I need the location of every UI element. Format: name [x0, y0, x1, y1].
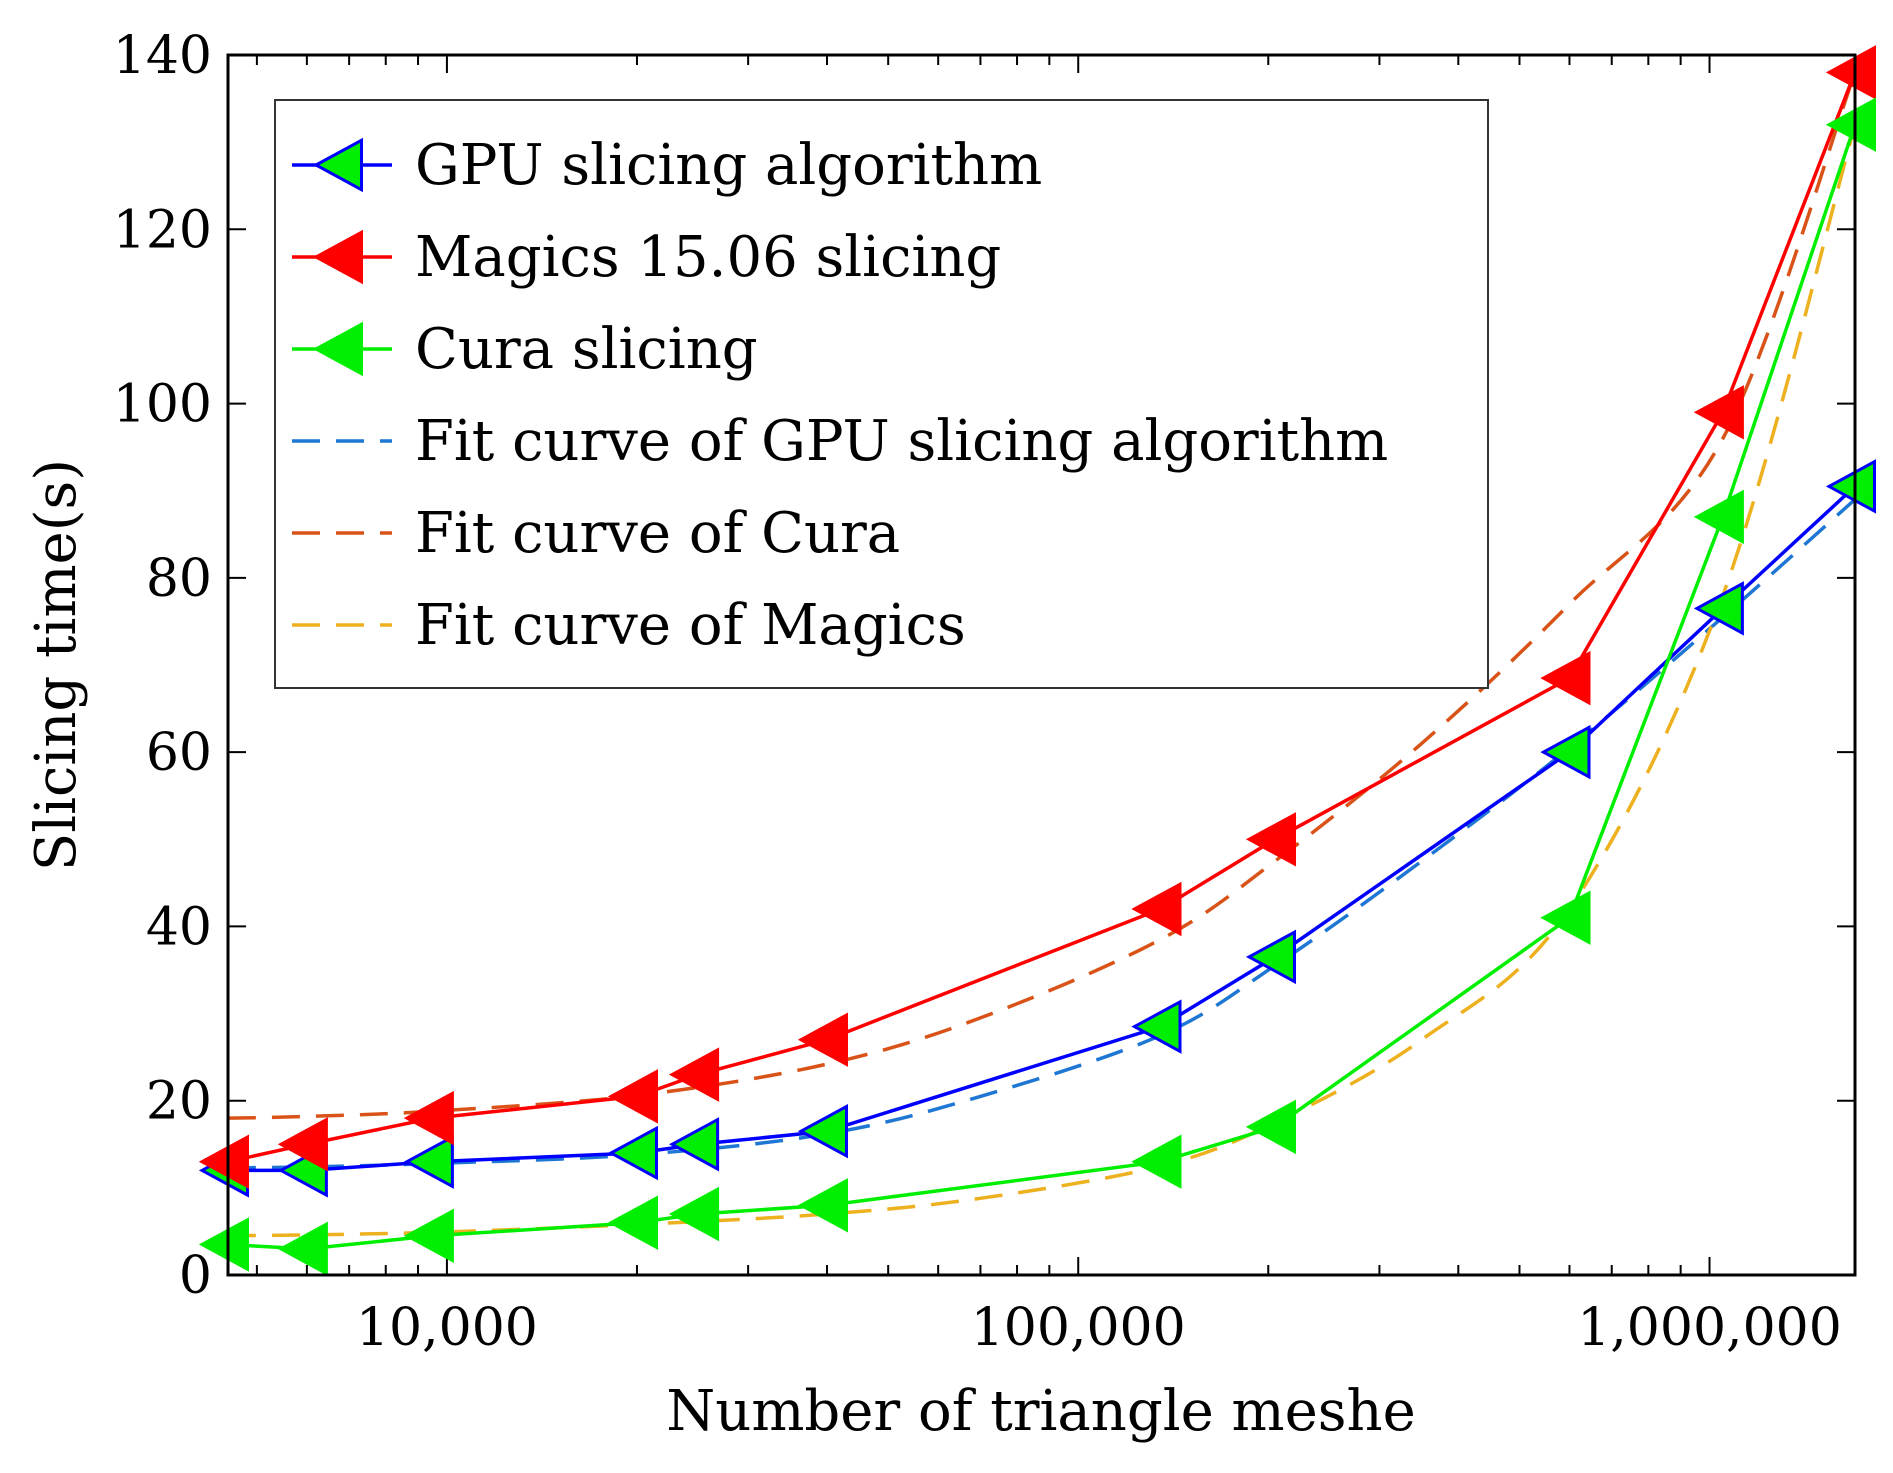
data-point-cura-slicing — [403, 1208, 454, 1264]
data-point-gpu-slicing-algorithm — [1131, 999, 1182, 1054]
legend-label-fit-curve-of-magics: Fit curve of Magics — [415, 593, 966, 658]
x-axis-title: Number of triangle meshe — [666, 1379, 1416, 1444]
y-tick-labels: 0 20 40 60 80 100 120 140 — [113, 26, 212, 1306]
legend-label-fit-curve-of-gpu-slicing-algorithm: Fit curve of GPU slicing algorithm — [415, 409, 1388, 474]
legend-label-cura-slicing: Cura slicing — [415, 317, 758, 382]
legend-box — [274, 99, 1489, 689]
data-point-magics-15-06-slicing — [403, 1090, 454, 1146]
legend-label-fit-curve-of-cura: Fit curve of Cura — [415, 501, 900, 566]
data-point-gpu-slicing-algorithm — [797, 1103, 848, 1159]
legend-label-magics-15-06-slicing: Magics 15.06 slicing — [415, 225, 1001, 290]
data-point-cura-slicing — [198, 1217, 249, 1272]
data-point-cura-slicing — [1693, 489, 1744, 545]
legend-marker-gpu-slicing-algorithm — [312, 137, 363, 193]
data-point-magics-15-06-slicing — [797, 1012, 848, 1067]
data-point-magics-15-06-slicing — [198, 1134, 249, 1189]
legend: GPU slicing algorithm Magics 15.06 slicin… — [274, 99, 1489, 689]
data-point-cura-slicing — [1825, 97, 1876, 152]
data-point-gpu-slicing-algorithm — [1825, 459, 1876, 514]
data-point-cura-slicing — [1131, 1134, 1182, 1189]
y-axis-title: Slicing time(s) — [24, 459, 89, 871]
data-point-magics-15-06-slicing — [1540, 650, 1591, 706]
series-line-fit-curve-of-cura — [227, 71, 1857, 1120]
x-tick-label: 100,000 — [971, 1298, 1186, 1358]
data-point-magics-15-06-slicing — [1693, 385, 1744, 440]
data-point-cura-slicing — [1540, 890, 1591, 945]
data-point-cura-slicing — [797, 1178, 848, 1233]
data-point-gpu-slicing-algorithm — [403, 1134, 454, 1189]
data-point-cura-slicing — [277, 1221, 328, 1277]
legend-marker-cura-slicing — [312, 321, 363, 377]
data-point-gpu-slicing-algorithm — [668, 1117, 720, 1172]
y-tick-label: 140 — [113, 26, 212, 86]
data-point-gpu-slicing-algorithm — [1540, 724, 1591, 780]
data-point-magics-15-06-slicing — [607, 1069, 658, 1124]
y-tick-label: 60 — [146, 723, 212, 783]
legend-marker-magics-15-06-slicing — [312, 229, 363, 285]
data-point-cura-slicing — [668, 1186, 720, 1242]
y-tick-label: 120 — [113, 200, 212, 260]
y-tick-label: 100 — [113, 375, 212, 435]
data-point-gpu-slicing-algorithm — [1245, 929, 1296, 985]
x-tick-labels: 10,000 100,000 1,000,000 — [356, 1298, 1842, 1358]
data-point-magics-15-06-slicing — [1245, 812, 1296, 867]
data-point-magics-15-06-slicing — [1825, 45, 1876, 100]
data-point-gpu-slicing-algorithm — [1693, 581, 1744, 636]
data-point-gpu-slicing-algorithm — [607, 1125, 658, 1181]
data-point-cura-slicing — [1245, 1099, 1296, 1155]
y-tick-label: 80 — [146, 549, 212, 609]
legend-label-gpu-slicing-algorithm: GPU slicing algorithm — [415, 133, 1042, 198]
data-point-cura-slicing — [607, 1195, 658, 1250]
data-point-magics-15-06-slicing — [1131, 881, 1182, 937]
series-markers — [198, 45, 1876, 1277]
tick-marks — [228, 54, 1855, 1276]
x-tick-label: 1,000,000 — [1577, 1298, 1842, 1358]
y-tick-label: 20 — [146, 1072, 212, 1132]
data-point-magics-15-06-slicing — [668, 1047, 720, 1102]
y-tick-label: 0 — [179, 1246, 212, 1306]
y-tick-label: 40 — [146, 897, 212, 957]
plot-area-frame — [226, 53, 1857, 1277]
x-tick-label: 10,000 — [356, 1298, 538, 1358]
data-point-magics-15-06-slicing — [277, 1117, 328, 1172]
